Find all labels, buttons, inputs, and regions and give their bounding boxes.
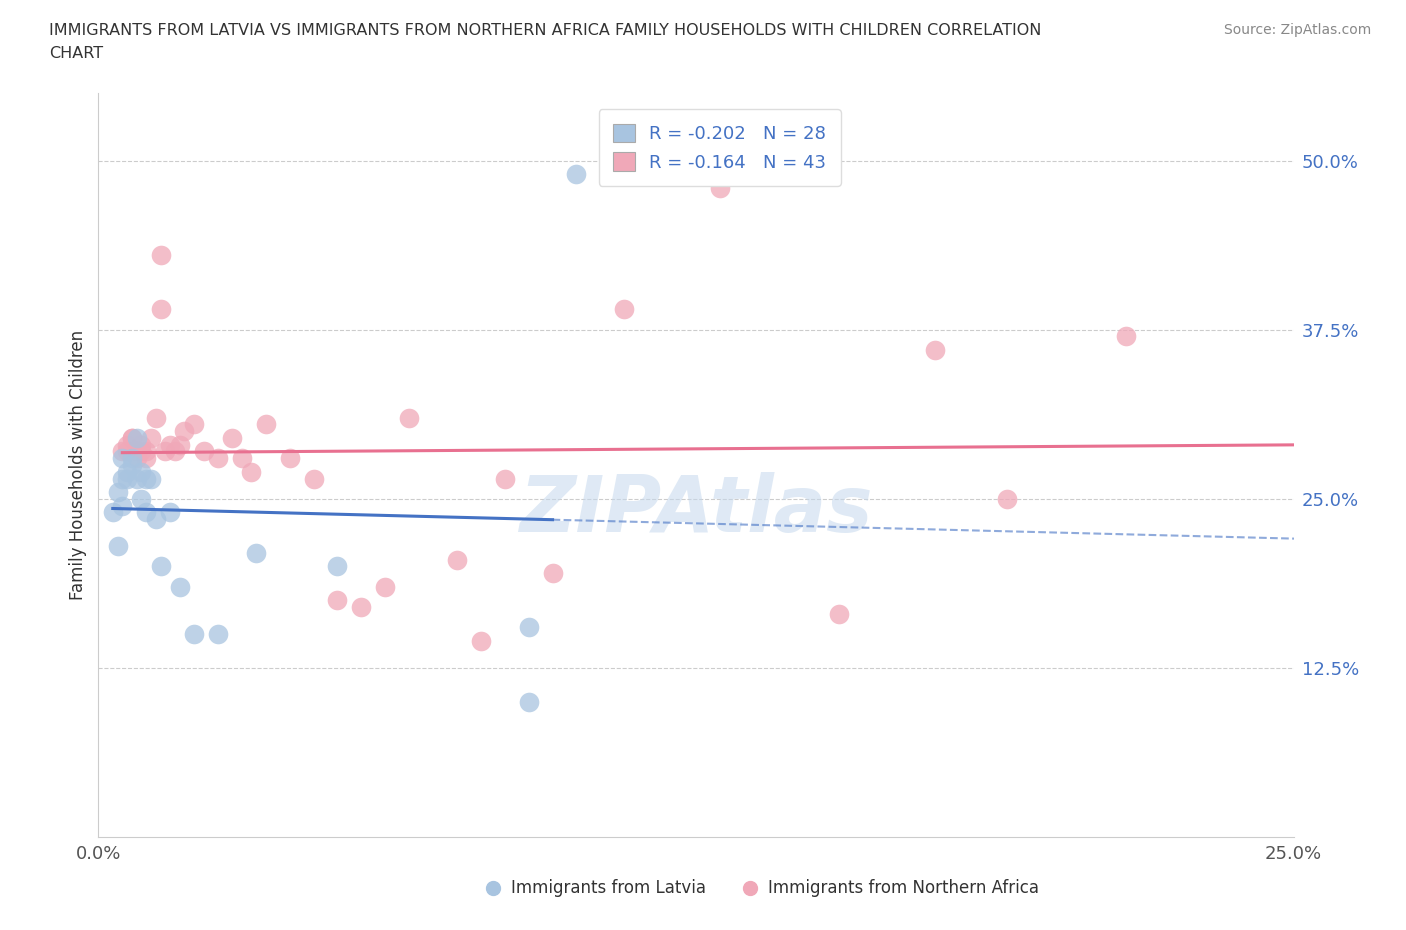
Text: IMMIGRANTS FROM LATVIA VS IMMIGRANTS FROM NORTHERN AFRICA FAMILY HOUSEHOLDS WITH: IMMIGRANTS FROM LATVIA VS IMMIGRANTS FRO…: [49, 23, 1042, 38]
Point: [231, 451, 253, 466]
Point: [115, 444, 138, 458]
Point: [125, 451, 148, 466]
Text: Source: ZipAtlas.com: Source: ZipAtlas.com: [1223, 23, 1371, 37]
Point: [302, 472, 325, 486]
Point: [254, 417, 277, 432]
Point: [121, 451, 143, 466]
Point: [709, 180, 731, 195]
Point: [107, 538, 129, 553]
Point: [115, 472, 138, 486]
Point: [135, 505, 157, 520]
Point: [183, 417, 205, 432]
Point: [169, 579, 191, 594]
Point: [121, 458, 143, 472]
Point: [125, 444, 148, 458]
Point: [470, 633, 492, 648]
Y-axis label: Family Households with Children: Family Households with Children: [69, 330, 87, 600]
Point: [207, 627, 229, 642]
Point: [517, 620, 540, 635]
Point: [924, 342, 946, 357]
Point: [131, 491, 153, 506]
Point: [517, 695, 540, 710]
Point: [121, 431, 143, 445]
Point: [398, 410, 420, 425]
Point: [193, 444, 215, 458]
Point: [169, 437, 191, 452]
Point: [565, 166, 588, 181]
Point: [374, 579, 396, 594]
Point: [111, 444, 134, 458]
Point: [163, 444, 186, 458]
Point: [149, 248, 172, 263]
Text: Immigrants from Latvia: Immigrants from Latvia: [510, 879, 706, 897]
Legend: R = -0.202   N = 28, R = -0.164   N = 43: R = -0.202 N = 28, R = -0.164 N = 43: [599, 110, 841, 186]
Point: [326, 559, 349, 574]
Text: CHART: CHART: [49, 46, 103, 61]
Point: [121, 431, 143, 445]
Point: [240, 464, 263, 479]
Point: [159, 505, 181, 520]
Point: [326, 592, 349, 607]
Point: [149, 559, 172, 574]
Point: [131, 444, 153, 458]
Text: ZIPAtlas: ZIPAtlas: [519, 472, 873, 548]
Text: Immigrants from Northern Africa: Immigrants from Northern Africa: [768, 879, 1039, 897]
Point: [131, 464, 153, 479]
Point: [159, 437, 181, 452]
Point: [446, 552, 468, 567]
Point: [135, 451, 157, 466]
Point: [278, 451, 301, 466]
Point: [245, 546, 267, 561]
Point: [111, 451, 134, 466]
Point: [115, 464, 138, 479]
Point: [221, 431, 243, 445]
Point: [131, 437, 153, 452]
Point: [613, 302, 636, 317]
Point: [111, 472, 134, 486]
Point: [111, 498, 134, 513]
Point: [107, 485, 129, 499]
Point: [101, 505, 124, 520]
Point: [145, 512, 167, 526]
Point: [135, 444, 157, 458]
Point: [828, 606, 851, 621]
Point: [139, 472, 162, 486]
Point: [149, 302, 172, 317]
Point: [145, 410, 167, 425]
Point: [494, 472, 516, 486]
Point: [135, 472, 157, 486]
Point: [139, 431, 162, 445]
Point: [183, 627, 205, 642]
Point: [173, 424, 195, 439]
Point: [207, 451, 229, 466]
Point: [1115, 329, 1137, 344]
Point: [995, 491, 1018, 506]
Point: [125, 472, 148, 486]
Point: [350, 600, 373, 615]
Point: [155, 444, 177, 458]
Point: [125, 431, 148, 445]
Point: [115, 437, 138, 452]
Point: [541, 565, 564, 580]
